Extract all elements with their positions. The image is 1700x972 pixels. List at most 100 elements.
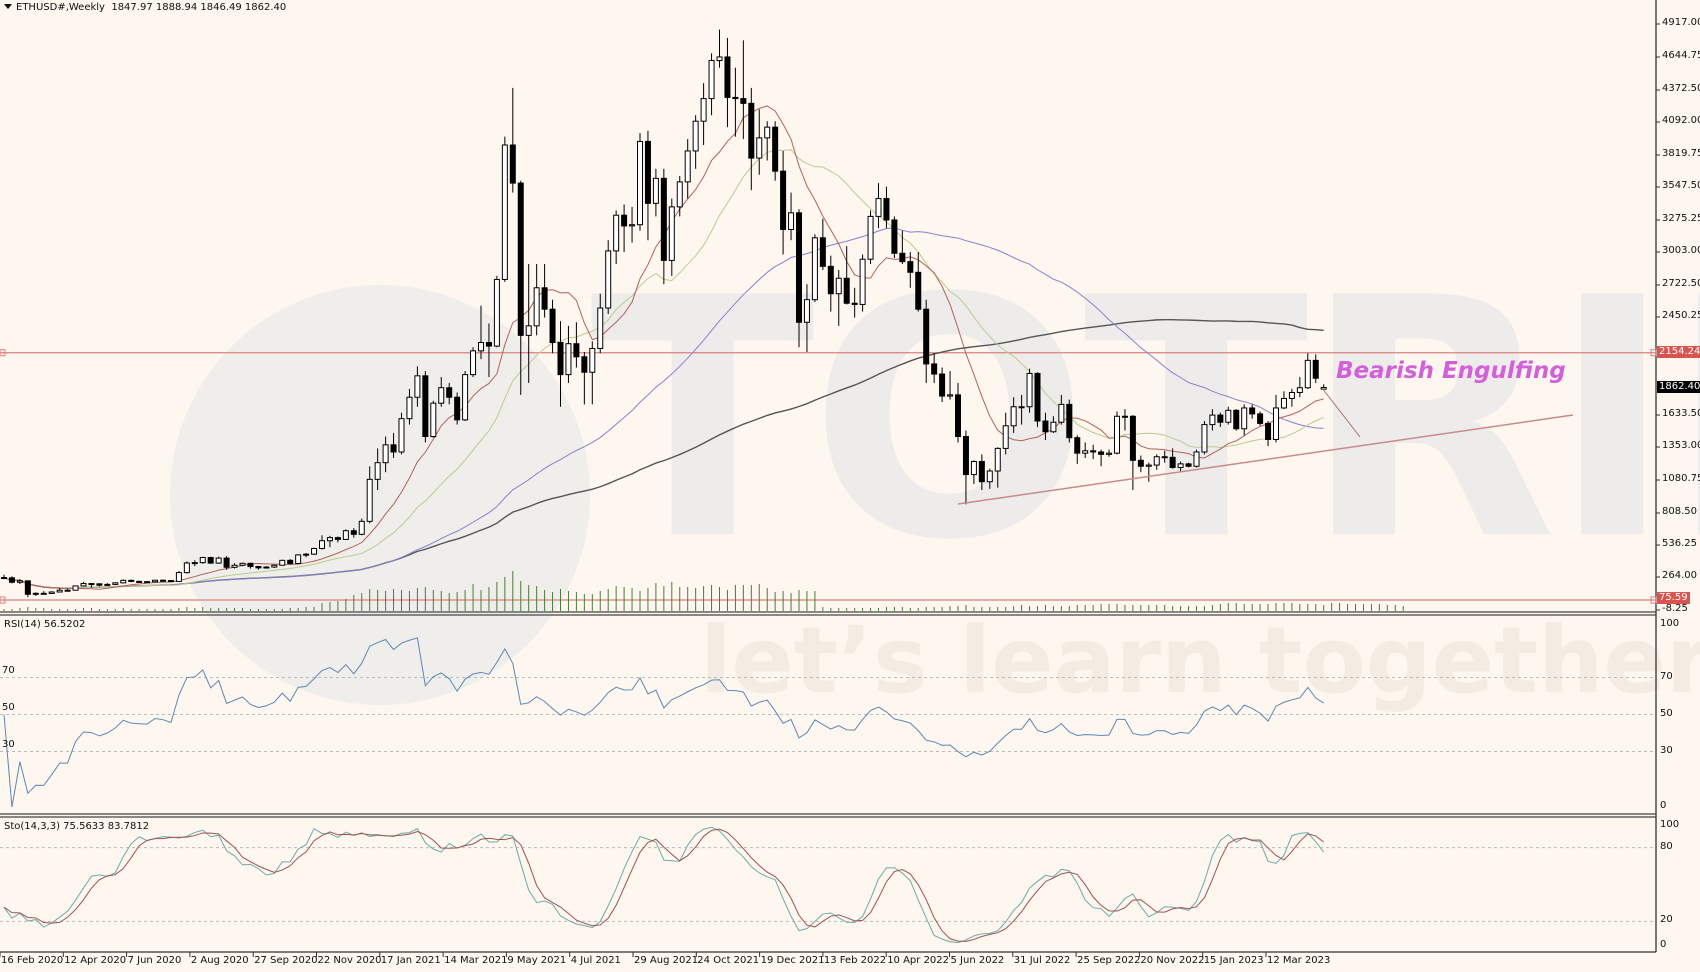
bear-candle [517,182,524,336]
bull-candle [271,564,278,568]
price-axis-label: 808.50 [1662,506,1697,517]
price-axis-label: 3275.25 [1662,213,1700,224]
bear-candle [350,530,357,535]
time-axis-label: 24 Oct 2021 [697,955,760,966]
horizontal-line-handle [1650,596,1657,604]
time-axis-label: 9 May 2021 [507,955,567,966]
bull-candle [152,579,159,583]
bull-candle [1153,456,1160,466]
stoch-axis-label: 100 [1660,819,1680,830]
bull-candle [1288,391,1295,399]
bull-candle [597,307,604,349]
price-axis-label: 3819.75 [1662,148,1700,159]
bear-candle [955,394,961,438]
bull-candle [867,215,874,260]
horizontal-line-handle [1650,349,1657,357]
price-axis-label: 2722.50 [1662,278,1700,289]
bearish-engulfing-annotation[interactable]: Bearish Engulfing [1336,358,1566,384]
bull-candle [613,214,620,252]
rsi-axis-label: 30 [1660,744,1673,756]
bull-candle [430,402,437,438]
bear-candle [931,363,938,375]
bull-candle [1241,407,1248,430]
bull-candle [1280,397,1287,409]
bear-candle [1129,415,1136,461]
bear-candle [541,287,548,310]
bear-candle [1161,456,1168,459]
price-axis-label: 1633.50 [1662,408,1700,419]
bear-candle [40,592,47,595]
bear-candle [939,373,946,397]
bull-candle [104,583,111,586]
bear-candle [1185,463,1192,467]
bear-candle [748,102,755,159]
bull-candle [1193,451,1200,467]
time-axis-label: 20 Nov 2022 [1140,955,1205,966]
bull-candle [279,559,286,566]
time-axis-label: 4 Jul 2021 [570,955,621,966]
bull-candle [788,212,795,230]
bull-candle [629,224,636,227]
bull-candle [1145,464,1152,467]
bull-candle [470,350,477,376]
bull-candle [414,375,421,398]
moving-average-line [3,227,1324,589]
bull-candle [1225,409,1232,423]
bull-candle [303,553,310,556]
bull-candle [478,342,484,352]
bull-candle [501,144,508,280]
bull-candle [199,557,206,564]
bull-candle [716,56,723,62]
rsi-left-level-label: 50 [2,701,15,713]
bear-candle [1257,413,1264,424]
bear-candle [549,308,556,344]
bull-candle [1320,386,1327,390]
time-axis-label: 31 Jul 2022 [1013,955,1071,966]
dropdown-arrow-icon[interactable] [4,4,12,9]
price-axis-label: 4917.00 [1662,17,1700,28]
bear-candle [160,579,166,582]
bull-candle [970,460,977,476]
bear-candle [962,436,969,476]
price-axis-label: 4644.75 [1662,50,1700,61]
bear-candle [1217,414,1224,423]
bull-candle [191,562,198,565]
bull-candle [692,120,699,152]
bull-candle [295,554,302,564]
bear-candle [557,342,564,376]
bear-candle [581,356,588,373]
bear-candle [827,265,834,295]
bear-candle [334,537,341,540]
moving-average-line [3,318,1324,589]
stoch-axis-label: 20 [1660,914,1673,926]
bull-candle [311,547,318,555]
bull-candle [231,564,238,568]
bear-candle [772,126,779,172]
bear-candle [509,144,516,184]
bull-candle [438,387,445,404]
bull-candle [120,579,127,584]
bull-candle [406,396,413,420]
resistance-price-tag: 2154.24 [1657,346,1700,358]
bear-candle [740,98,747,104]
bear-candle [1137,459,1144,467]
rsi-axis-label: 100 [1660,618,1680,629]
stoch-d-line [3,828,1325,942]
bull-candle [1002,425,1009,449]
rsi-axis-label: 0 [1660,800,1667,811]
time-axis-label: 12 Apr 2020 [64,955,127,966]
bull-candle [947,394,954,397]
bear-candle [1074,437,1081,454]
time-axis-label: 10 Apr 2022 [887,955,950,966]
horizontal-line-handle [0,349,6,357]
stoch-axis-label: 0 [1660,939,1667,950]
bull-candle [32,592,39,595]
bull-candle [374,462,381,480]
time-axis-label: 5 Jun 2022 [950,955,1005,966]
bull-candle [56,589,63,593]
bear-candle [724,56,731,98]
bear-candle [1034,372,1041,422]
bear-candle [1098,451,1105,455]
